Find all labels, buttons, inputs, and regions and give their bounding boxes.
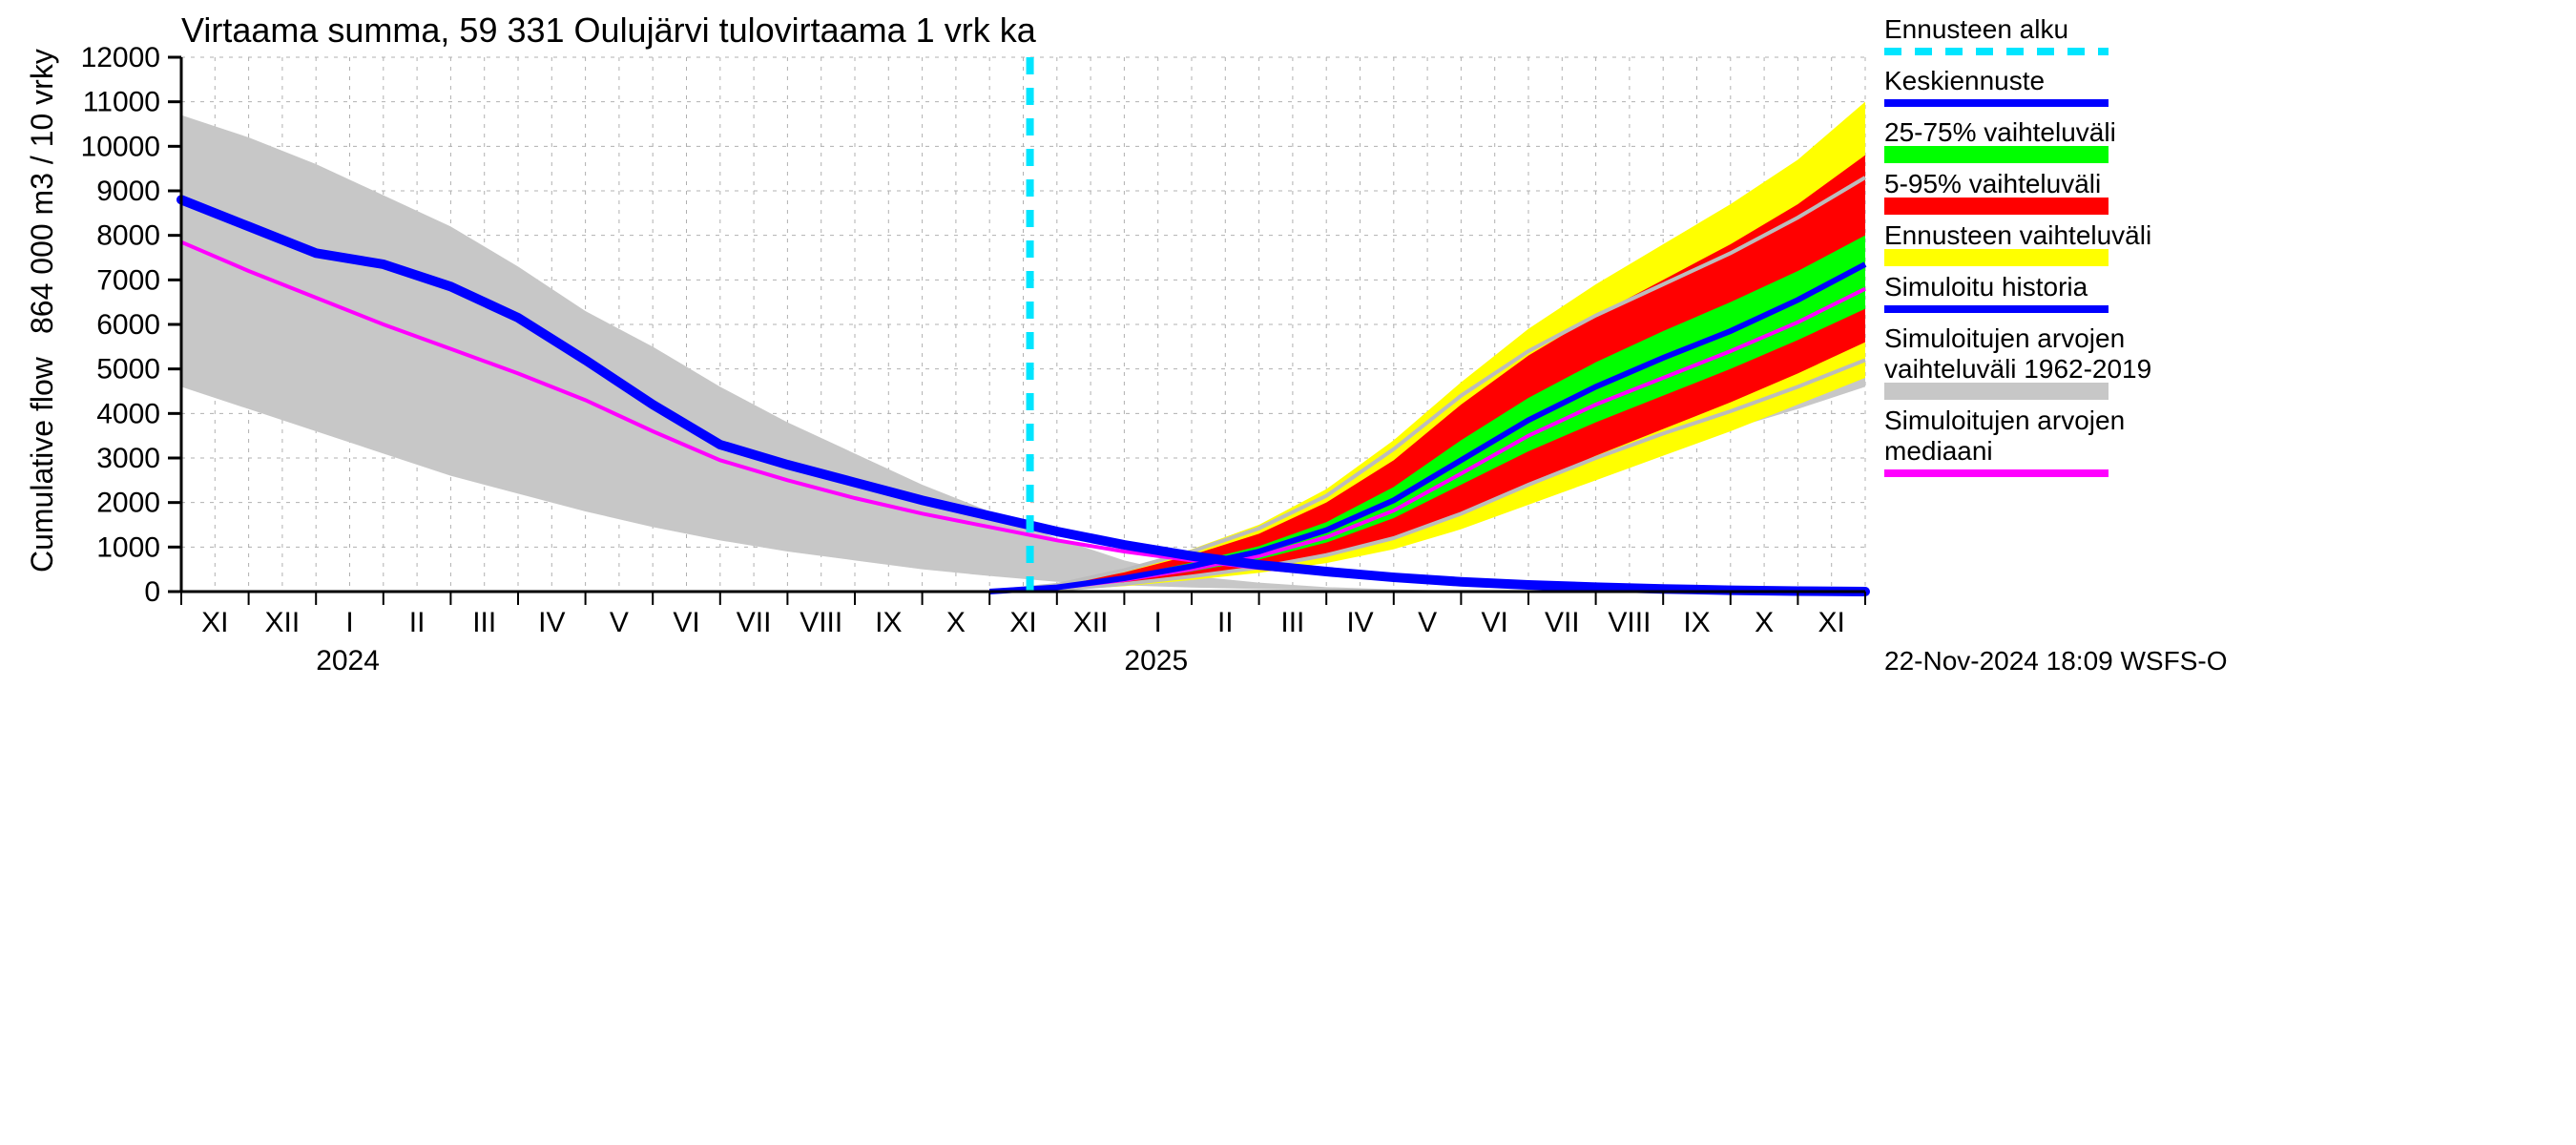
y-tick-label: 6000 [96,309,160,341]
y-tick-label: 7000 [96,264,160,296]
y-tick-label: 8000 [96,220,160,252]
y-tick-label: 1000 [96,531,160,563]
x-tick-label: II [1217,607,1234,638]
y-axis-label-2: 864 000 m3 / 10 vrky [25,49,59,334]
y-tick-label: 10000 [81,131,160,162]
x-tick-label: VIII [800,607,842,638]
x-tick-label: IV [1346,607,1373,638]
legend-label: 25-75% vaihteluväli [1884,117,2116,147]
x-tick-label: VII [1545,607,1580,638]
chart-svg: 0 1000 2000 3000 4000 5000 6000 7000 8000 9000 100… [0,0,2576,1145]
legend-label: Ennusteen vaihteluväli [1884,220,2151,250]
legend-label: Ennusteen alku [1884,14,2068,44]
x-tick-label: III [1280,607,1304,638]
y-tick-label: 2000 [96,488,160,519]
x-tick-label: IX [1683,607,1710,638]
legend-swatch [1884,383,2109,400]
x-tick-label: X [946,607,966,638]
x-tick-label: X [1755,607,1774,638]
x-tick-label: II [409,607,426,638]
x-tick-label: I [1154,607,1162,638]
legend-swatch [1884,146,2109,163]
y-tick-label: 0 [144,576,160,608]
x-tick-label: IV [538,607,565,638]
legend-label: 5-95% vaihteluväli [1884,169,2101,198]
x-tick-label: VI [673,607,699,638]
chart-title: Virtaama summa, 59 331 Oulujärvi tulovir… [181,10,1037,50]
y-tick-label: 4000 [96,398,160,429]
x-tick-label: XI [1009,607,1036,638]
y-tick-label: 11000 [83,87,160,118]
year-left: 2024 [316,645,380,677]
legend-swatch [1884,198,2109,215]
x-tick-label: XII [1073,607,1109,638]
x-tick-label: V [1418,607,1437,638]
x-tick-label: III [472,607,496,638]
x-tick-label: IX [875,607,902,638]
legend-label: Simuloitujen arvojenvaihteluväli 1962-20… [1884,323,2151,384]
y-axis-label-1: Cumulative flow [25,356,59,572]
y-tick-label: 9000 [96,176,160,207]
x-tick-label: XI [1818,607,1845,638]
x-tick-label: VI [1482,607,1508,638]
footer-text: 22-Nov-2024 18:09 WSFS-O [1884,646,2228,676]
y-tick-label: 3000 [96,443,160,474]
legend-swatch [1884,249,2109,266]
legend-label: Keskiennuste [1884,66,2045,95]
y-tick-label: 5000 [96,354,160,385]
legend-label: Simuloitu historia [1884,272,2088,302]
x-tick-label: XI [201,607,228,638]
x-tick-label: XII [265,607,301,638]
x-tick-label: I [345,607,353,638]
x-tick-label: V [610,607,629,638]
y-tick-label: 12000 [81,42,160,73]
chart-container: 0 1000 2000 3000 4000 5000 6000 7000 8000 9000 100… [0,0,2576,1145]
year-right: 2025 [1124,645,1188,677]
legend-label: Simuloitujen arvojenmediaani [1884,406,2125,466]
x-tick-label: VII [737,607,772,638]
x-tick-label: VIII [1608,607,1651,638]
